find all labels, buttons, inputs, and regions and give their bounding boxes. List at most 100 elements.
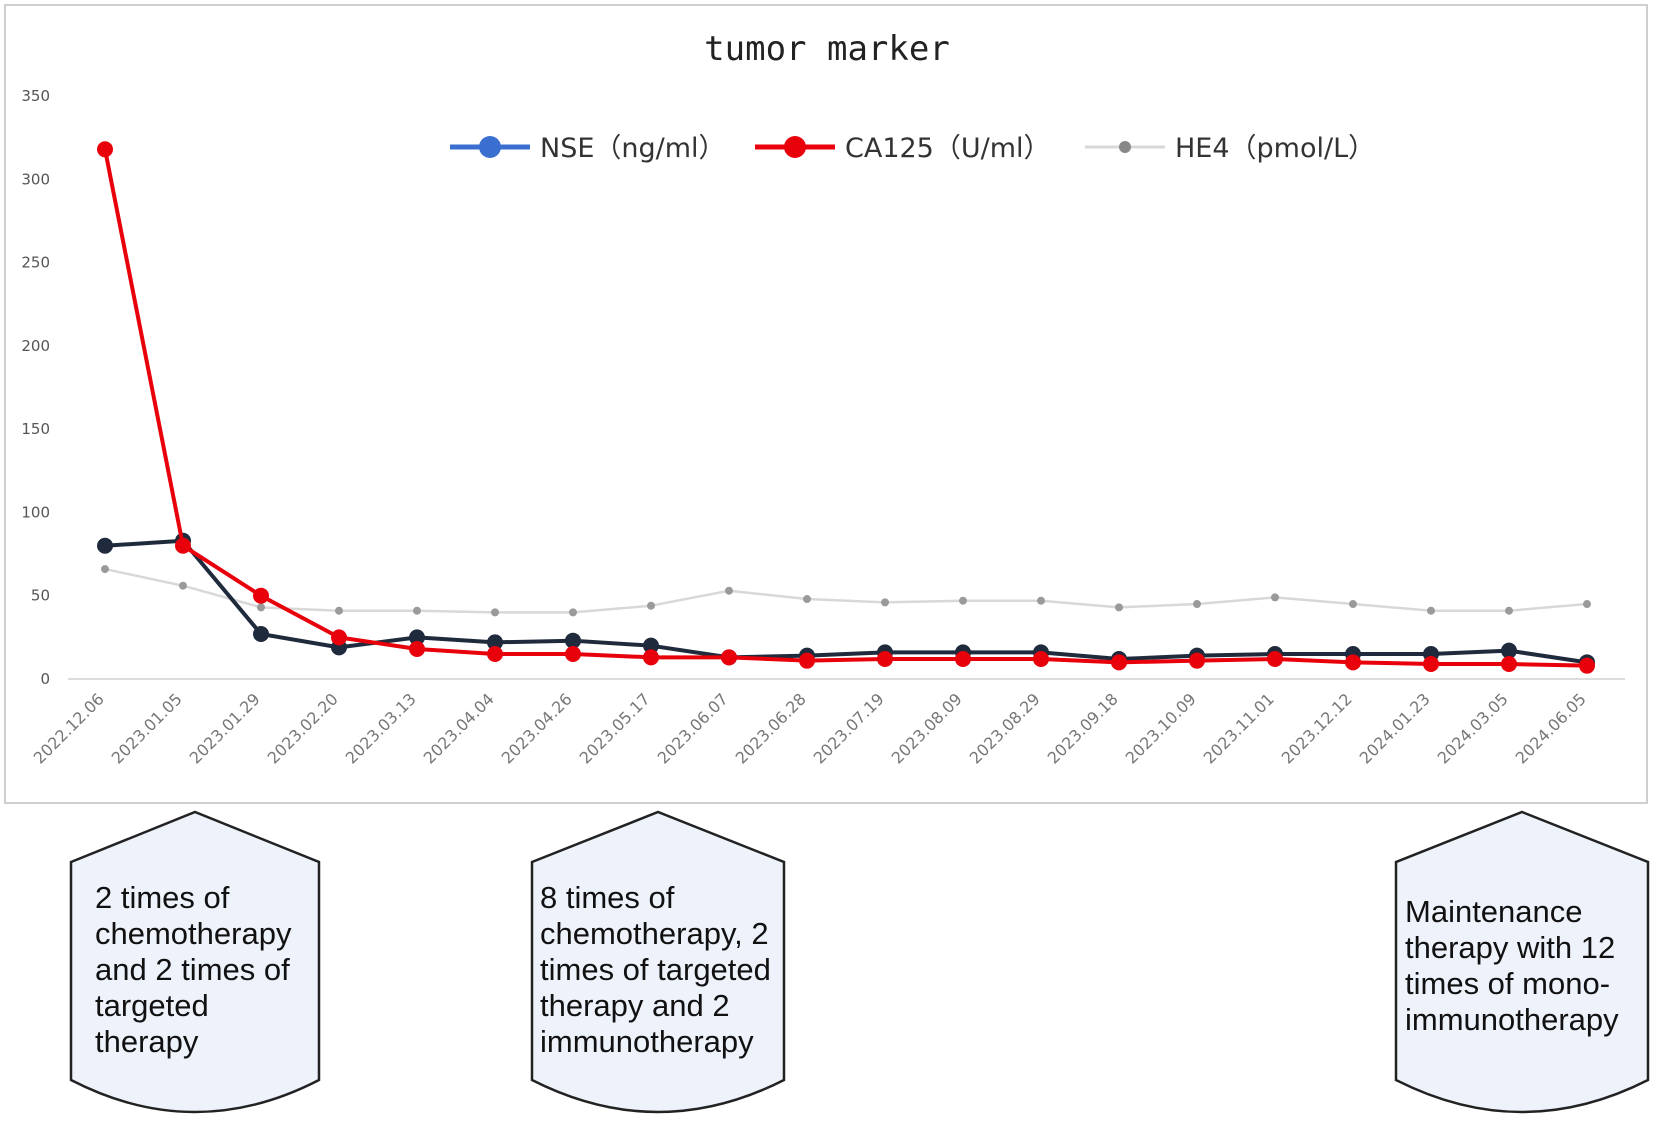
data-point <box>1501 642 1517 659</box>
callout-line: times of targeted <box>540 952 771 987</box>
data-point <box>647 601 655 610</box>
data-point <box>331 629 347 646</box>
legend: NSE（ng/ml） CA125（U/ml） HE4（pmol/L） <box>450 133 1375 164</box>
data-point <box>253 587 269 604</box>
x-tick-label: 2022.12.06 <box>30 689 108 767</box>
x-tick-label: 2024.03.05 <box>1434 689 1512 767</box>
legend-swatch-marker <box>784 136 806 158</box>
data-point <box>491 608 499 617</box>
x-tick-label: 2023.07.19 <box>810 689 888 767</box>
x-tick-label: 2023.12.12 <box>1278 689 1356 767</box>
data-point <box>335 606 343 615</box>
data-point <box>881 598 889 607</box>
data-point <box>1427 606 1435 615</box>
legend-label: HE4（pmol/L） <box>1175 133 1375 164</box>
data-point <box>1423 656 1439 673</box>
x-tick-label: 2023.04.26 <box>498 689 576 767</box>
data-point <box>1111 654 1127 671</box>
data-point <box>1345 654 1361 671</box>
chart-frame <box>4 4 1648 804</box>
legend-item: NSE（ng/ml） <box>450 133 726 164</box>
series-line <box>103 148 1588 668</box>
x-tick-label: 2023.01.05 <box>108 689 186 767</box>
callout-line: immunotherapy <box>1405 1002 1619 1037</box>
data-point <box>179 581 187 590</box>
x-tick-label: 2023.06.07 <box>654 689 732 767</box>
callout-line: chemotherapy <box>95 916 292 951</box>
data-point <box>1579 657 1595 674</box>
callout-line: Maintenance <box>1405 894 1583 929</box>
data-point <box>409 629 425 646</box>
callout-shape <box>69 810 321 1114</box>
legend-item: HE4（pmol/L） <box>1085 133 1375 164</box>
data-point <box>721 649 737 666</box>
callout-line: targeted <box>95 988 209 1023</box>
callout-line: and 2 times of <box>95 952 290 987</box>
chart-title: tumor marker <box>704 29 950 69</box>
data-point <box>799 652 815 669</box>
data-point <box>1501 656 1517 673</box>
y-tick-label: 100 <box>21 503 50 521</box>
y-tick-label: 50 <box>31 587 50 605</box>
data-point <box>1505 606 1513 615</box>
legend-item: CA125（U/ml） <box>755 133 1051 164</box>
data-point <box>413 606 421 615</box>
y-tick-label: 0 <box>40 670 50 688</box>
data-point <box>1033 651 1049 668</box>
y-tick-label: 150 <box>21 420 50 438</box>
x-tick-label: 2023.08.09 <box>888 689 966 767</box>
callout-line: therapy and 2 <box>540 988 730 1023</box>
data-point <box>175 537 191 554</box>
x-tick-label: 2023.08.29 <box>966 689 1044 767</box>
x-tick-label: 2024.06.05 <box>1512 689 1590 767</box>
data-point <box>409 641 425 658</box>
data-point <box>1267 651 1283 668</box>
data-point <box>725 586 733 595</box>
data-point <box>257 603 265 612</box>
legend-swatch-marker <box>479 136 501 158</box>
data-point <box>569 608 577 617</box>
data-point <box>97 537 113 554</box>
legend-swatch-marker <box>1119 141 1131 153</box>
x-tick-label: 2023.09.18 <box>1044 689 1122 767</box>
callout-line: therapy with 12 <box>1405 930 1615 965</box>
x-tick-label: 2023.11.01 <box>1200 689 1278 767</box>
x-tick-label: 2023.01.29 <box>186 689 264 767</box>
data-point <box>101 565 109 574</box>
callout-line: 8 times of <box>540 880 675 915</box>
legend-label: NSE（ng/ml） <box>540 133 726 164</box>
x-tick-label: 2023.02.20 <box>264 689 342 767</box>
callout-line: immunotherapy <box>540 1024 754 1059</box>
y-tick-label: 200 <box>21 337 50 355</box>
data-point <box>643 649 659 666</box>
series-layer <box>97 141 1595 674</box>
series-line <box>104 567 1588 614</box>
data-point <box>1583 600 1591 609</box>
data-point <box>877 651 893 668</box>
y-tick-label: 250 <box>21 254 50 272</box>
data-point <box>1115 603 1123 612</box>
series-1 <box>97 141 1595 674</box>
callout-line: times of mono- <box>1405 966 1610 1001</box>
data-point <box>1271 593 1279 602</box>
callout-line: 2 times of <box>95 880 230 915</box>
y-tick-label: 350 <box>21 87 50 105</box>
data-point <box>1037 596 1045 605</box>
x-tick-label: 2024.01.23 <box>1356 689 1434 767</box>
x-tick-label: 2023.10.09 <box>1122 689 1200 767</box>
y-tick-label: 300 <box>21 170 50 188</box>
data-point <box>565 632 581 649</box>
legend-label: CA125（U/ml） <box>845 133 1051 164</box>
data-point <box>97 141 113 158</box>
series-line <box>104 538 1588 665</box>
x-tick-label: 2023.04.04 <box>420 689 498 767</box>
data-point <box>487 646 503 663</box>
callout-line: therapy <box>95 1024 199 1059</box>
data-point <box>1349 600 1357 609</box>
data-point <box>487 634 503 651</box>
data-point <box>253 626 269 643</box>
data-point <box>1193 600 1201 609</box>
